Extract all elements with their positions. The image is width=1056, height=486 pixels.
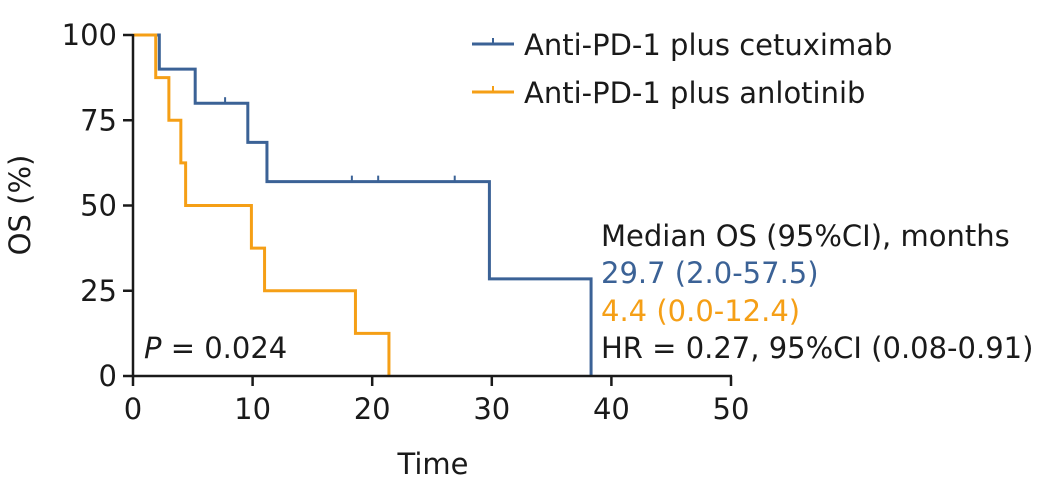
median-os-cetuximab: 29.7 (2.0-57.5) xyxy=(601,256,819,290)
legend: Anti-PD-1 plus cetuximab Anti-PD-1 plus … xyxy=(472,28,892,110)
y-tick-label: 50 xyxy=(80,189,117,223)
x-tick-label: 50 xyxy=(713,392,750,426)
legend-label-anlotinib: Anti-PD-1 plus anlotinib xyxy=(524,76,865,110)
y-tick-label: 75 xyxy=(80,103,117,137)
y-tick-label: 0 xyxy=(99,359,117,393)
y-tick-label: 25 xyxy=(80,274,117,308)
x-tick-label: 30 xyxy=(473,392,510,426)
hazard-ratio-text: HR = 0.27, 95%CI (0.08-0.91) xyxy=(601,331,1033,365)
p-value-text: P = 0.024 xyxy=(144,331,287,365)
legend-item-cetuximab: Anti-PD-1 plus cetuximab xyxy=(472,28,892,62)
x-tick-label: 10 xyxy=(234,392,271,426)
p-value: = 0.024 xyxy=(162,331,288,365)
x-axis-label: Time xyxy=(397,447,469,481)
x-tick-label: 40 xyxy=(593,392,630,426)
km-curve-series-0 xyxy=(133,33,593,376)
legend-item-anlotinib: Anti-PD-1 plus anlotinib xyxy=(472,76,865,110)
x-tick-label: 0 xyxy=(124,392,142,426)
x-tick-label: 20 xyxy=(354,392,391,426)
y-tick-label: 100 xyxy=(62,18,117,52)
km-curve-series-1 xyxy=(133,33,391,376)
median-os-anlotinib: 4.4 (0.0-12.4) xyxy=(601,294,800,328)
median-os-header: Median OS (95%CI), months xyxy=(601,219,1010,253)
series-layer xyxy=(133,33,593,376)
y-axis-label: OS (%) xyxy=(3,155,37,256)
legend-label-cetuximab: Anti-PD-1 plus cetuximab xyxy=(524,28,892,62)
p-symbol: P xyxy=(144,331,162,365)
ticks-layer: 0 25 50 75 100 0 10 20 30 40 50 xyxy=(62,18,750,426)
